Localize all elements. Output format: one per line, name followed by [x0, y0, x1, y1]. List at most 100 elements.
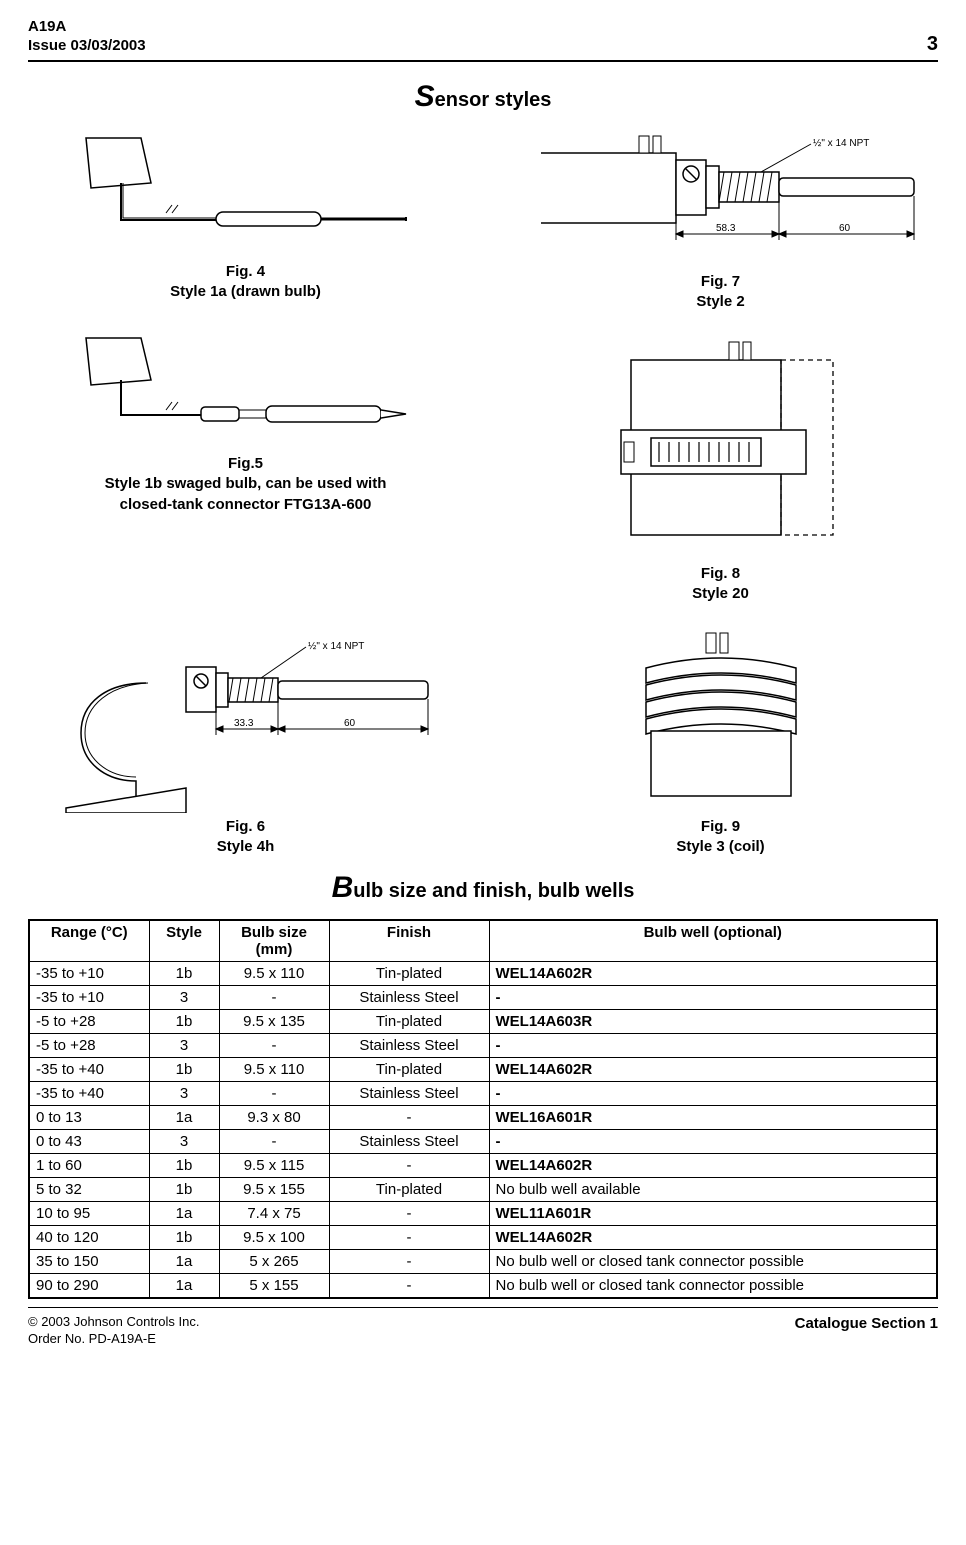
fig7-cell: ½" x 14 NPT 58.3 60 Fig. 7 Style 2 — [503, 128, 938, 313]
table-cell: 1 to 60 — [29, 1154, 149, 1178]
fig4-drawing — [66, 128, 426, 258]
table-cell: 1a — [149, 1106, 219, 1130]
th-style: Style — [149, 920, 219, 962]
footer-left: © 2003 Johnson Controls Inc. Order No. P… — [28, 1314, 199, 1348]
table-cell: No bulb well available — [489, 1178, 937, 1202]
header-rule — [28, 60, 938, 62]
table-cell: - — [489, 1082, 937, 1106]
table-cell: 1b — [149, 1154, 219, 1178]
footer-rule — [28, 1307, 938, 1308]
table-cell: -35 to +10 — [29, 986, 149, 1010]
table-body: -35 to +101b9.5 x 110Tin-platedWEL14A602… — [29, 962, 937, 1299]
table-row: -5 to +283-Stainless Steel- — [29, 1034, 937, 1058]
table-row: 5 to 321b9.5 x 155Tin-platedNo bulb well… — [29, 1178, 937, 1202]
table-cell: 1b — [149, 1178, 219, 1202]
table-cell: - — [329, 1202, 489, 1226]
table-cell: 10 to 95 — [29, 1202, 149, 1226]
table-cell: -5 to +28 — [29, 1034, 149, 1058]
sensor-styles-title: Sensor styles — [28, 80, 938, 114]
table-cell: Tin-plated — [329, 1010, 489, 1034]
table-cell: WEL14A602R — [489, 962, 937, 986]
table-cell: No bulb well or closed tank connector po… — [489, 1274, 937, 1299]
fig4-label: Fig. 4 — [28, 262, 463, 282]
th-finish: Finish — [329, 920, 489, 962]
table-cell: - — [489, 1034, 937, 1058]
header-model: A19A — [28, 18, 146, 37]
fig6-style: Style 4h — [28, 837, 463, 857]
table-cell: 0 to 43 — [29, 1130, 149, 1154]
table-cell: 35 to 150 — [29, 1250, 149, 1274]
table-cell: 3 — [149, 1130, 219, 1154]
table-cell: 9.5 x 110 — [219, 962, 329, 986]
fig5-label: Fig.5 — [28, 454, 463, 474]
table-row: 40 to 1201b9.5 x 100-WEL14A602R — [29, 1226, 937, 1250]
table-cell: 7.4 x 75 — [219, 1202, 329, 1226]
table-cell: WEL14A602R — [489, 1226, 937, 1250]
table-cell: 1b — [149, 1010, 219, 1034]
table-cell: 3 — [149, 1082, 219, 1106]
table-cell: WEL14A602R — [489, 1154, 937, 1178]
fig7-npt: ½" x 14 NPT — [813, 138, 869, 149]
bulb-title-cap: B — [332, 871, 354, 904]
fig6-npt: ½" x 14 NPT — [308, 641, 364, 652]
table-row: 35 to 1501a5 x 265-No bulb well or close… — [29, 1250, 937, 1274]
table-cell: Tin-plated — [329, 1178, 489, 1202]
table-cell: 9.5 x 155 — [219, 1178, 329, 1202]
table-row: -35 to +101b9.5 x 110Tin-platedWEL14A602… — [29, 962, 937, 986]
table-cell: 0 to 13 — [29, 1106, 149, 1130]
th-well: Bulb well (optional) — [489, 920, 937, 962]
table-row: 90 to 2901a5 x 155-No bulb well or close… — [29, 1274, 937, 1299]
fig4-cell: Fig. 4 Style 1a (drawn bulb) — [28, 128, 463, 313]
fig9-style: Style 3 (coil) — [503, 837, 938, 857]
th-bulb: Bulb size (mm) — [219, 920, 329, 962]
table-cell: - — [329, 1226, 489, 1250]
table-cell: 40 to 120 — [29, 1226, 149, 1250]
bulb-section-title: Bulb size and finish, bulb wells — [28, 871, 938, 905]
header-issue: Issue 03/03/2003 — [28, 37, 146, 56]
table-cell: 9.5 x 110 — [219, 1058, 329, 1082]
fig7-dim1: 58.3 — [716, 223, 736, 234]
table-cell: 1a — [149, 1202, 219, 1226]
table-header-row: Range (°C) Style Bulb size (mm) Finish B… — [29, 920, 937, 962]
table-row: 0 to 433-Stainless Steel- — [29, 1130, 937, 1154]
fig9-drawing — [606, 623, 836, 813]
table-cell: WEL11A601R — [489, 1202, 937, 1226]
fig6-dim2: 60 — [344, 718, 356, 729]
table-cell: Tin-plated — [329, 962, 489, 986]
table-row: 10 to 951a7.4 x 75-WEL11A601R — [29, 1202, 937, 1226]
fig5-drawing — [66, 330, 426, 450]
table-cell: -35 to +10 — [29, 962, 149, 986]
table-cell: 9.5 x 135 — [219, 1010, 329, 1034]
fig9-cell: Fig. 9 Style 3 (coil) — [503, 623, 938, 858]
fig7-style: Style 2 — [503, 292, 938, 312]
fig5-cell: Fig.5 Style 1b swaged bulb, can be used … — [28, 330, 463, 605]
table-cell: 9.5 x 100 — [219, 1226, 329, 1250]
table-cell: 5 x 265 — [219, 1250, 329, 1274]
table-cell: 3 — [149, 1034, 219, 1058]
table-cell: - — [489, 1130, 937, 1154]
table-cell: Stainless Steel — [329, 1082, 489, 1106]
table-cell: - — [219, 986, 329, 1010]
header-pagenum: 3 — [927, 33, 938, 56]
title-rest: ensor styles — [435, 89, 552, 111]
fig6-cell: ½" x 14 NPT 33.3 60 Fig. 6 Style 4h — [28, 623, 463, 858]
table-cell: 5 x 155 — [219, 1274, 329, 1299]
fig8-drawing — [591, 330, 851, 560]
footer-copyright: © 2003 Johnson Controls Inc. — [28, 1314, 199, 1331]
table-cell: 1a — [149, 1250, 219, 1274]
bulb-title-rest: ulb size and finish, bulb wells — [353, 880, 634, 902]
fig7-dim2: 60 — [839, 223, 851, 234]
table-cell: WEL16A601R — [489, 1106, 937, 1130]
fig6-drawing: ½" x 14 NPT 33.3 60 — [36, 623, 456, 813]
table-cell: WEL14A603R — [489, 1010, 937, 1034]
table-cell: Stainless Steel — [329, 1130, 489, 1154]
fig8-cell: Fig. 8 Style 20 — [503, 330, 938, 605]
th-range: Range (°C) — [29, 920, 149, 962]
table-cell: Stainless Steel — [329, 986, 489, 1010]
fig5-l3: closed-tank connector FTG13A-600 — [28, 495, 463, 515]
table-cell: - — [219, 1082, 329, 1106]
table-cell: Tin-plated — [329, 1058, 489, 1082]
table-row: -5 to +281b9.5 x 135Tin-platedWEL14A603R — [29, 1010, 937, 1034]
figure-grid: Fig. 4 Style 1a (drawn bulb) — [28, 128, 938, 858]
table-cell: -5 to +28 — [29, 1010, 149, 1034]
